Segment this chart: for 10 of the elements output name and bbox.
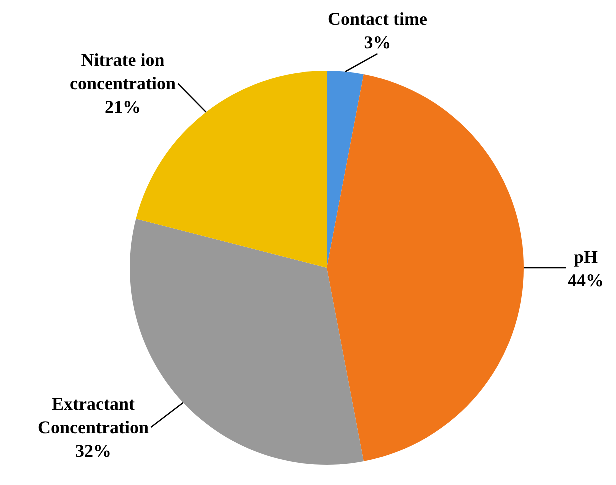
data-label: 21%: [104, 96, 141, 117]
slice-label: pH: [574, 247, 598, 267]
slice-label: Contact time: [328, 9, 428, 29]
data-label: 32%: [76, 440, 112, 461]
slice-label: Nitrate ion concentration: [70, 50, 176, 94]
data-label: 44%: [568, 270, 604, 290]
slice-label: Extractant Concentration: [38, 394, 149, 438]
pie-slice: [327, 74, 524, 462]
pie-slice: [327, 71, 364, 268]
data-label: 3%: [364, 32, 392, 52]
